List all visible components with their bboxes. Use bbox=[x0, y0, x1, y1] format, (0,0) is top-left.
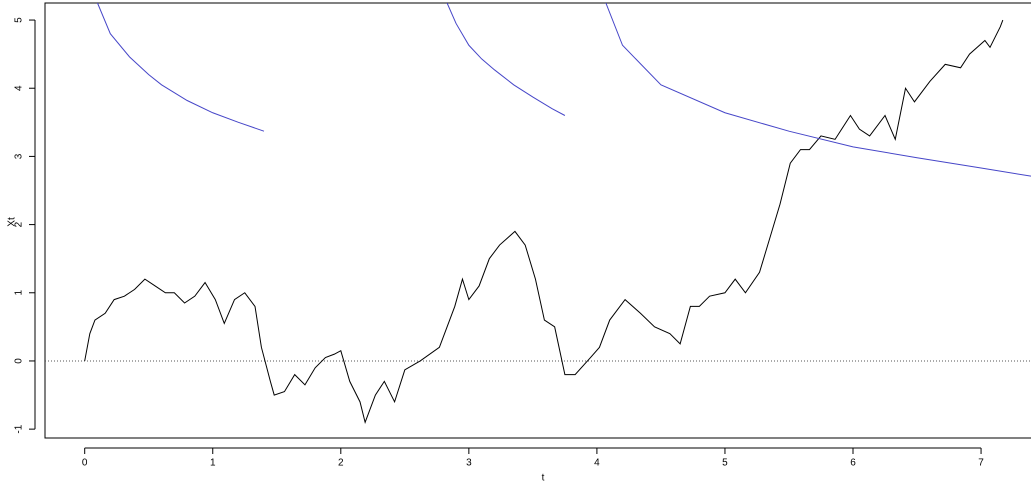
y-axis-label: Xt bbox=[7, 217, 18, 227]
y-tick-label: 0 bbox=[14, 358, 25, 364]
x-tick-label: 6 bbox=[850, 458, 856, 469]
x-tick-label: 4 bbox=[594, 458, 600, 469]
x-tick-label: 7 bbox=[978, 458, 984, 469]
x-tick-label: 1 bbox=[210, 458, 216, 469]
data-line bbox=[605, 3, 1031, 177]
y-tick-label: 3 bbox=[14, 153, 25, 159]
data-line bbox=[446, 3, 566, 116]
data-line bbox=[97, 3, 265, 132]
y-tick-label: 5 bbox=[14, 17, 25, 23]
x-tick-label: 2 bbox=[338, 458, 344, 469]
y-tick-label: -1 bbox=[14, 424, 25, 433]
y-tick-label: 1 bbox=[14, 290, 25, 296]
plot-area bbox=[84, 3, 1031, 424]
y-tick-label: 4 bbox=[14, 85, 25, 91]
x-tick-label: 5 bbox=[722, 458, 728, 469]
x-axis-label: t bbox=[542, 473, 545, 484]
x-tick-label: 3 bbox=[466, 458, 472, 469]
y-tick-label: 2 bbox=[14, 221, 25, 227]
x-tick-label: 0 bbox=[82, 458, 88, 469]
plot-frame bbox=[44, 2, 1031, 439]
data-line bbox=[84, 19, 1004, 424]
